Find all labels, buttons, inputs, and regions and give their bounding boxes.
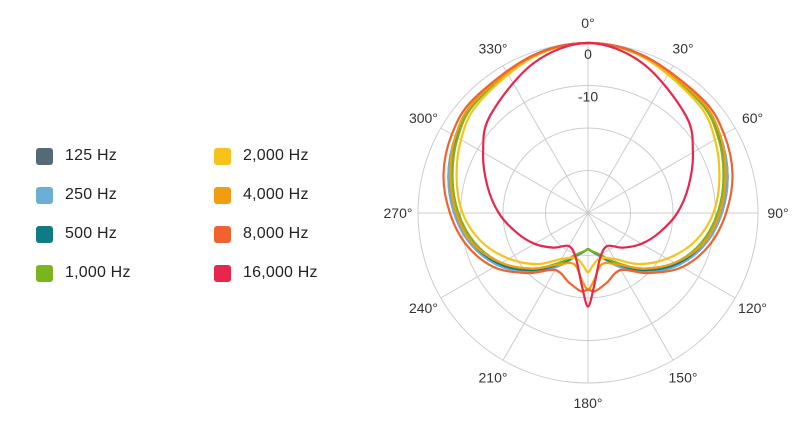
radial-tick-label: -10 bbox=[578, 89, 598, 105]
legend-swatch bbox=[214, 264, 231, 282]
legend-item: 250 Hz bbox=[36, 183, 117, 207]
legend-item: 125 Hz bbox=[36, 144, 117, 168]
angle-tick-label: 30° bbox=[672, 40, 693, 56]
legend-item: 8,000 Hz bbox=[214, 222, 309, 246]
legend-item: 2,000 Hz bbox=[214, 144, 309, 168]
legend-item: 1,000 Hz bbox=[36, 261, 131, 285]
axis-labels: 0° 30° 60° 90° 120° 150° 180° 210° 240° 270° 300° 3… bbox=[384, 15, 789, 411]
angle-tick-label: 270° bbox=[384, 205, 413, 221]
angle-tick-label: 60° bbox=[742, 110, 763, 126]
series-line-2000hzhz bbox=[455, 41, 721, 274]
legend-swatch bbox=[36, 264, 53, 282]
grid-spoke bbox=[587, 212, 736, 299]
legend-swatch bbox=[214, 147, 231, 165]
legend-swatch bbox=[214, 225, 231, 243]
legend-swatch bbox=[214, 186, 231, 204]
grid-spoke bbox=[502, 212, 589, 361]
legend-label: 2,000 Hz bbox=[243, 147, 309, 164]
grid-spoke bbox=[440, 212, 589, 299]
angle-tick-label: 180° bbox=[574, 395, 603, 411]
angle-tick-label: 330° bbox=[479, 40, 508, 56]
angle-tick-label: 300° bbox=[409, 110, 438, 126]
legend-swatch bbox=[36, 186, 53, 204]
grid-spoke bbox=[587, 212, 674, 361]
series-layer bbox=[442, 41, 734, 308]
polar-grid bbox=[417, 42, 759, 384]
angle-tick-label: 150° bbox=[669, 370, 698, 386]
legend-swatch bbox=[36, 225, 53, 243]
angle-tick-label: 210° bbox=[479, 370, 508, 386]
legend-label: 250 Hz bbox=[65, 186, 117, 203]
legend-item: 500 Hz bbox=[36, 222, 117, 246]
radial-tick-label: 0 bbox=[584, 46, 592, 62]
legend-label: 1,000 Hz bbox=[65, 264, 131, 281]
grid-spoke bbox=[587, 127, 736, 214]
legend-item: 4,000 Hz bbox=[214, 183, 309, 207]
series-line-8000hzhz bbox=[442, 41, 734, 293]
grid-spoke bbox=[587, 65, 674, 214]
legend-label: 8,000 Hz bbox=[243, 225, 309, 242]
legend-label: 16,000 Hz bbox=[243, 264, 318, 281]
legend-swatch bbox=[36, 147, 53, 165]
series-line-1000hzhz bbox=[451, 41, 725, 270]
legend-item: 16,000 Hz bbox=[214, 261, 318, 285]
grid-spoke bbox=[502, 65, 589, 214]
series-line-16000hzhz bbox=[481, 41, 695, 308]
legend-label: 500 Hz bbox=[65, 225, 117, 242]
legend-label: 4,000 Hz bbox=[243, 186, 309, 203]
angle-tick-label: 90° bbox=[767, 205, 788, 221]
grid-spoke bbox=[440, 127, 589, 214]
angle-tick-label: 120° bbox=[738, 300, 767, 316]
angle-tick-label: 240° bbox=[409, 300, 438, 316]
legend-label: 125 Hz bbox=[65, 147, 117, 164]
angle-tick-label: 0° bbox=[581, 15, 594, 31]
